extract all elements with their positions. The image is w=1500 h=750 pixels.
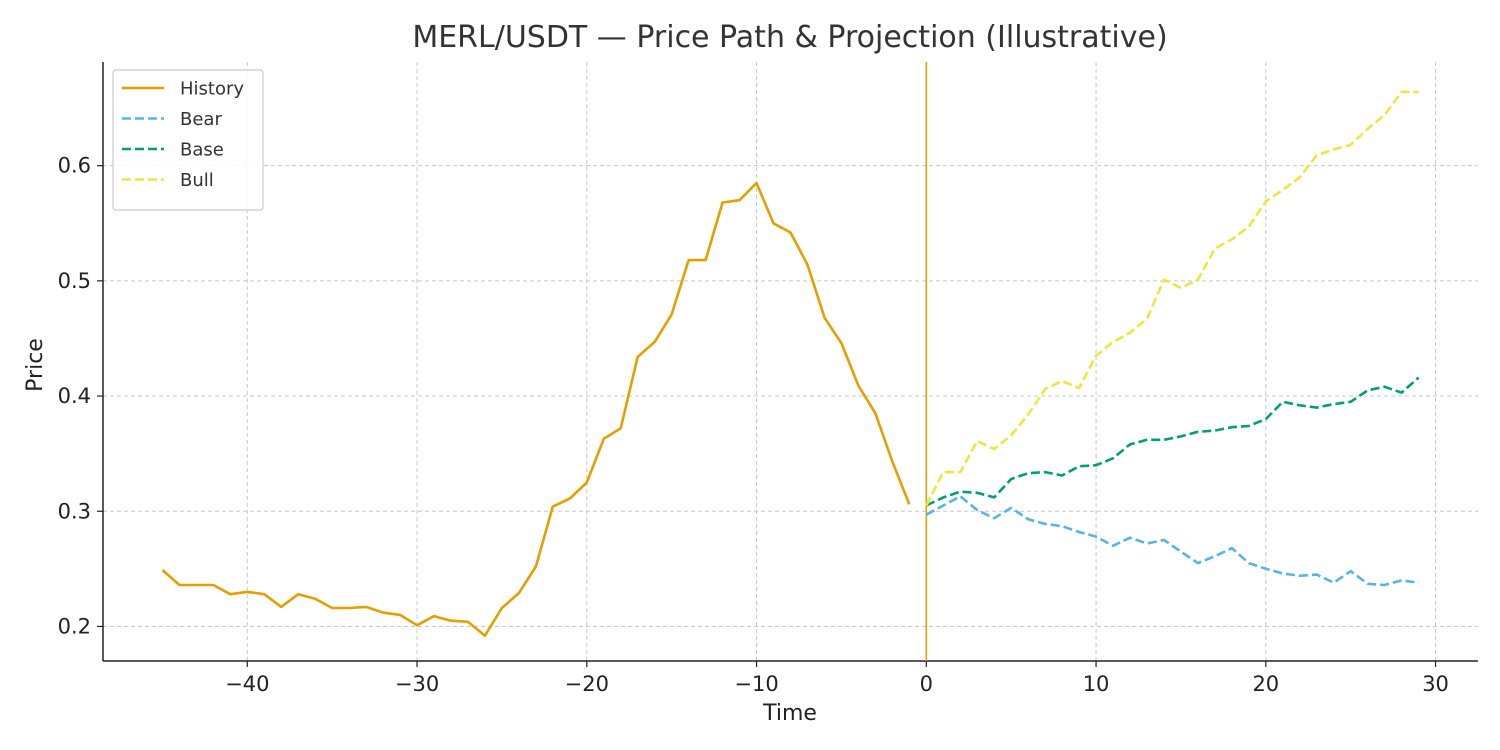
x-tick-label: −40	[225, 672, 269, 696]
x-tick-label: 0	[920, 672, 933, 696]
x-tick-label: 10	[1083, 672, 1110, 696]
legend-label-history: History	[180, 79, 244, 100]
legend-label-bear: Bear	[180, 109, 222, 130]
series-bear	[925, 494, 1419, 587]
series-line-bull	[925, 90, 1419, 507]
x-tick-label: −30	[395, 672, 439, 696]
y-tick-label: 0.2	[58, 614, 91, 638]
x-tick-label: 30	[1422, 672, 1449, 696]
series-base	[925, 376, 1420, 507]
series-line-base	[925, 376, 1420, 507]
y-tick-label: 0.4	[58, 384, 91, 408]
y-tick-label: 0.5	[58, 269, 91, 293]
x-axis-label: Time	[762, 701, 817, 726]
legend-layer: History Bear Base Bull	[112, 69, 264, 211]
x-tick-label: −20	[565, 672, 609, 696]
legend-label-bull: Bull	[180, 170, 214, 191]
grid-layer	[103, 62, 1478, 661]
y-axis-label: Price	[23, 338, 48, 392]
series-bull	[925, 90, 1419, 507]
series-layer	[161, 62, 1420, 661]
chart-title: MERL/USDT — Price Path & Projection (Ill…	[412, 20, 1167, 55]
y-tick-label: 0.6	[58, 154, 91, 178]
x-tick-label: −10	[734, 672, 778, 696]
series-line-history	[161, 181, 911, 638]
series-history	[161, 181, 911, 638]
series-line-bear	[925, 494, 1419, 587]
axes-layer: −40 −30 −20 −10 0 10 20 30 0.2 0.3 0.4 0.5 0.6	[58, 62, 1478, 696]
y-tick-label: 0.3	[58, 499, 91, 523]
legend-label-base: Base	[180, 140, 224, 161]
x-tick-label: 20	[1252, 672, 1279, 696]
legend-box	[112, 69, 264, 211]
